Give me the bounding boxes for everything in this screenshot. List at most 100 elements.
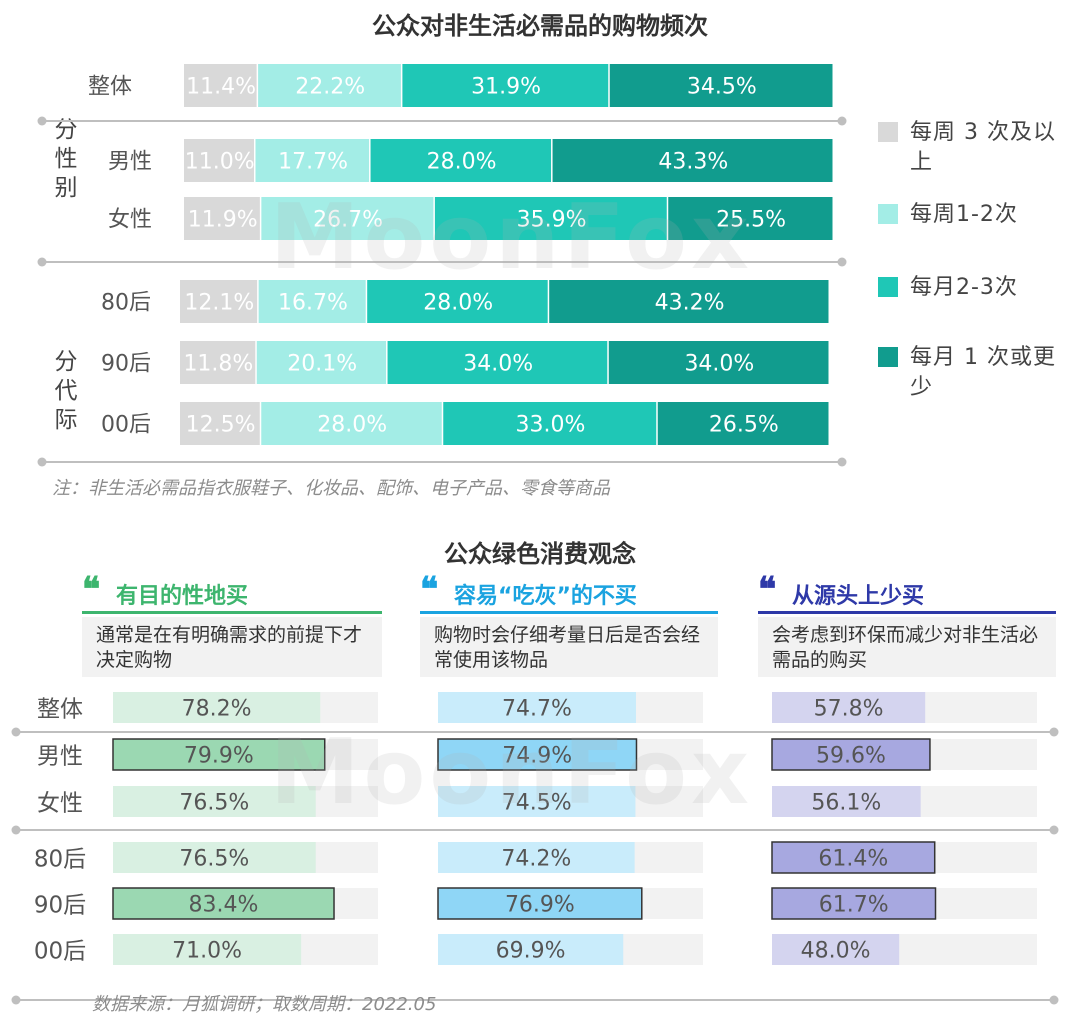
data-label: 79.9%	[184, 744, 254, 769]
data-label: 34.0%	[684, 352, 754, 377]
bar	[113, 842, 316, 873]
bar	[113, 934, 302, 965]
row-label: 女性	[37, 791, 83, 817]
data-label: 11.9%	[188, 208, 258, 233]
bar-segment	[180, 280, 258, 323]
data-label: 28.0%	[423, 291, 493, 316]
bar-segment	[261, 402, 442, 445]
data-label: 28.0%	[427, 150, 497, 175]
data-label: 74.7%	[502, 697, 572, 722]
data-label: 57.8%	[814, 697, 884, 722]
bar-segment	[367, 280, 548, 323]
group-label: 际	[55, 407, 78, 433]
series-title-1: 容易“吃灰”的不买	[454, 584, 637, 609]
bar	[113, 786, 316, 817]
chart2-title: 公众绿色消费观念	[444, 540, 636, 568]
data-label: 74.2%	[501, 847, 571, 872]
data-label: 69.9%	[496, 939, 566, 964]
legend-swatch-1	[878, 204, 898, 224]
group-label: 代	[55, 378, 78, 404]
series-header-1-title-block: ❝ 容易“吃灰”的不买	[420, 570, 720, 618]
separator-dot	[837, 257, 847, 267]
data-label: 31.9%	[471, 75, 541, 100]
row-label: 整体	[37, 697, 83, 723]
legend-swatch-2	[878, 277, 898, 297]
bar	[438, 934, 624, 965]
row-label: 90后	[34, 893, 86, 919]
bar	[437, 738, 638, 771]
data-label: 56.1%	[811, 791, 881, 816]
series-rule-0	[82, 611, 382, 614]
bar	[772, 786, 921, 817]
separator-dot	[37, 257, 47, 267]
data-label: 25.5%	[716, 208, 786, 233]
bar-segment	[258, 64, 401, 107]
bar	[771, 841, 936, 874]
data-label: 43.2%	[655, 291, 725, 316]
row-label: 女性	[108, 208, 152, 233]
data-label: 11.8%	[183, 352, 253, 377]
data-label: 26.7%	[313, 208, 383, 233]
row-label: 男性	[108, 150, 152, 175]
series-title-2: 从源头上少买	[792, 584, 925, 609]
legend-label-1: 每周1-2次	[910, 202, 1018, 227]
bar	[437, 887, 643, 920]
bar	[771, 738, 931, 771]
bar-segment	[434, 197, 667, 240]
quote-icon: ❝	[758, 570, 777, 610]
bar	[438, 842, 635, 873]
row-label: 男性	[37, 744, 83, 770]
series-description-2: 会考虑到环保而减少对非生活必需品的购买	[758, 617, 1056, 677]
data-label: 83.4%	[189, 893, 259, 918]
bar	[112, 738, 326, 771]
data-label: 28.0%	[317, 413, 387, 438]
bar	[772, 692, 926, 723]
series-title-0: 有目的性地买	[116, 584, 249, 609]
row-label: 80后	[34, 847, 86, 873]
chart1-plot: 整体 11.4% 22.2% 31.9% 34.5% 男性 11.0% 17.7% 28.0% 4…	[37, 64, 847, 467]
separator-dot	[11, 727, 21, 737]
bar-segment	[261, 197, 434, 240]
separator-dot	[37, 457, 47, 467]
data-label: 11.0%	[185, 150, 255, 175]
chart1-title: 公众对非生活必需品的购物频次	[372, 12, 708, 40]
bar-segment	[552, 139, 833, 182]
bar-segment	[608, 341, 829, 384]
bar-segment	[402, 64, 609, 107]
bar	[438, 692, 636, 723]
separator-dot	[837, 116, 847, 126]
group-label: 分	[55, 117, 78, 143]
row-label: 00后	[101, 413, 151, 438]
bar	[112, 887, 335, 920]
separator-dot	[11, 995, 21, 1005]
bar-segment	[255, 139, 370, 182]
separator-dot	[37, 116, 47, 126]
group-label: 别	[55, 175, 78, 201]
separator-dot	[1049, 727, 1059, 737]
bar-segment	[184, 64, 257, 107]
data-label: 33.0%	[516, 413, 586, 438]
data-label: 12.5%	[186, 413, 256, 438]
data-label: 59.6%	[816, 744, 886, 769]
row-label: 90后	[101, 352, 151, 377]
group-label: 性	[55, 146, 78, 172]
legend-label-2: 每月2-3次	[910, 275, 1018, 300]
data-label: 17.7%	[278, 150, 348, 175]
bar-segment	[609, 64, 833, 107]
separator-dot	[837, 457, 847, 467]
data-label: 12.1%	[184, 291, 254, 316]
data-label: 76.9%	[505, 893, 575, 918]
data-label: 74.9%	[502, 744, 572, 769]
series-rule-2	[758, 611, 1056, 614]
data-label: 76.5%	[179, 847, 249, 872]
bar	[772, 934, 900, 965]
data-label: 20.1%	[287, 352, 357, 377]
bar	[113, 692, 321, 723]
quote-icon: ❝	[420, 570, 439, 610]
row-label: 80后	[101, 291, 151, 316]
series-rule-1	[420, 611, 718, 614]
bar-segment	[657, 402, 829, 445]
data-label: 48.0%	[801, 939, 871, 964]
quote-icon: ❝	[82, 570, 101, 610]
